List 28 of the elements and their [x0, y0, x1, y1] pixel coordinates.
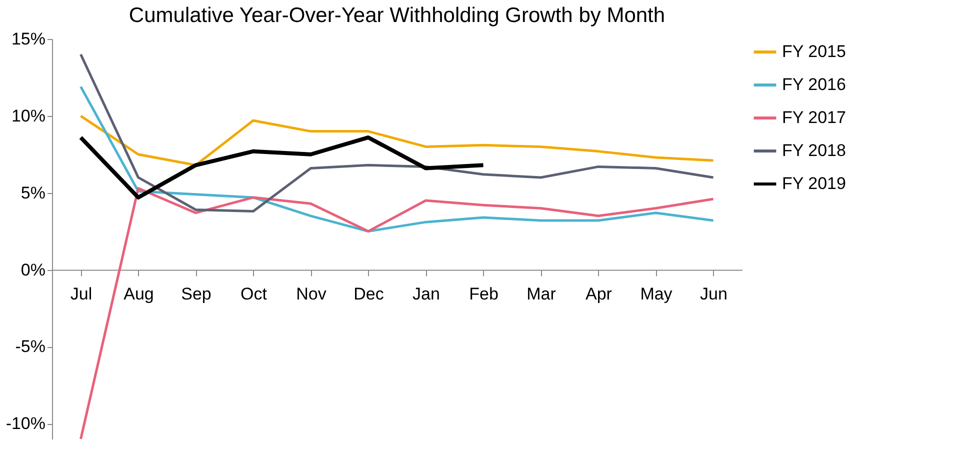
y-tick-label: -5%: [15, 337, 46, 356]
x-tick-label: Jul: [70, 284, 92, 304]
line-series: [80, 53, 714, 213]
x-tick-label: Jun: [700, 284, 728, 304]
x-tick-label: Feb: [469, 284, 498, 304]
legend-label: FY 2017: [782, 108, 846, 127]
chart-title: Cumulative Year-Over-Year Withholding Growth by Month: [128, 4, 666, 27]
x-tick-label: Apr: [586, 284, 612, 304]
y-tick-label: 15%: [11, 30, 46, 48]
x-tick-label: Nov: [296, 284, 327, 304]
y-tick-label: 0%: [20, 260, 46, 280]
line-series: [80, 114, 714, 166]
line-series: [78, 135, 486, 200]
legend-label: FY 2016: [782, 75, 846, 94]
y-tick-label: 5%: [20, 183, 46, 202]
legend-label: FY 2019: [782, 174, 846, 193]
x-tick-label: May: [640, 284, 673, 304]
y-tick-label: -10%: [6, 414, 46, 434]
x-tick-label: Mar: [526, 284, 556, 304]
legend-label: FY 2015: [782, 42, 846, 61]
x-tick-label: Oct: [240, 284, 268, 304]
x-tick-label: Aug: [124, 284, 154, 304]
x-tick-label: Jan: [412, 284, 440, 304]
y-tick-label: 10%: [11, 106, 46, 126]
x-tick-label: Sep: [181, 284, 212, 304]
legend-label: FY 2018: [782, 141, 846, 160]
x-tick-label: Dec: [354, 284, 384, 304]
line-series: [80, 85, 714, 233]
